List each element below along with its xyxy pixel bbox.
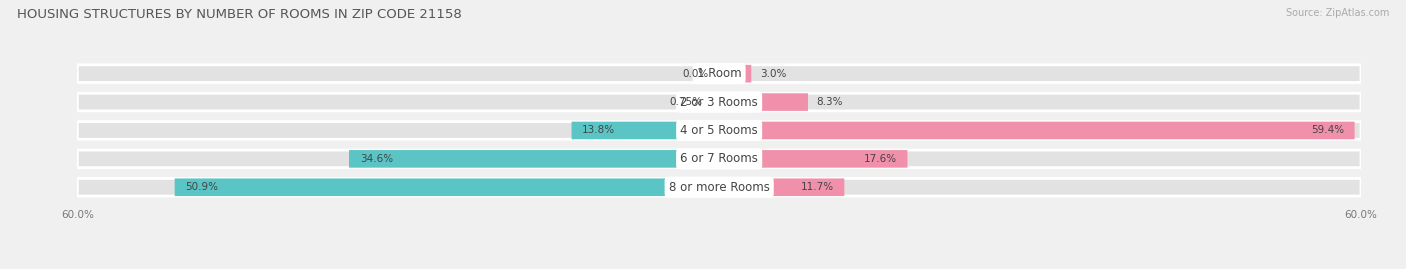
Text: Source: ZipAtlas.com: Source: ZipAtlas.com <box>1285 8 1389 18</box>
FancyBboxPatch shape <box>77 65 1361 83</box>
FancyBboxPatch shape <box>720 178 845 196</box>
FancyBboxPatch shape <box>77 150 1361 168</box>
FancyBboxPatch shape <box>711 93 720 111</box>
Text: 8.3%: 8.3% <box>817 97 844 107</box>
Text: HOUSING STRUCTURES BY NUMBER OF ROOMS IN ZIP CODE 21158: HOUSING STRUCTURES BY NUMBER OF ROOMS IN… <box>17 8 461 21</box>
Text: 17.6%: 17.6% <box>863 154 897 164</box>
Text: 8 or more Rooms: 8 or more Rooms <box>669 181 769 194</box>
FancyBboxPatch shape <box>720 150 907 168</box>
Text: 1 Room: 1 Room <box>697 67 741 80</box>
FancyBboxPatch shape <box>174 178 720 196</box>
Text: 0.0%: 0.0% <box>682 69 709 79</box>
FancyBboxPatch shape <box>720 93 808 111</box>
FancyBboxPatch shape <box>720 122 1354 139</box>
FancyBboxPatch shape <box>572 122 720 139</box>
Text: 4 or 5 Rooms: 4 or 5 Rooms <box>681 124 758 137</box>
Text: 11.7%: 11.7% <box>800 182 834 192</box>
Text: 13.8%: 13.8% <box>582 125 616 136</box>
Text: 34.6%: 34.6% <box>360 154 392 164</box>
Text: 0.75%: 0.75% <box>669 97 703 107</box>
Text: 2 or 3 Rooms: 2 or 3 Rooms <box>681 95 758 109</box>
Text: 59.4%: 59.4% <box>1310 125 1344 136</box>
FancyBboxPatch shape <box>77 178 1361 196</box>
FancyBboxPatch shape <box>349 150 720 168</box>
Text: 6 or 7 Rooms: 6 or 7 Rooms <box>681 152 758 165</box>
FancyBboxPatch shape <box>77 93 1361 111</box>
FancyBboxPatch shape <box>720 65 751 83</box>
FancyBboxPatch shape <box>77 122 1361 139</box>
Text: 3.0%: 3.0% <box>759 69 786 79</box>
Text: 50.9%: 50.9% <box>186 182 218 192</box>
